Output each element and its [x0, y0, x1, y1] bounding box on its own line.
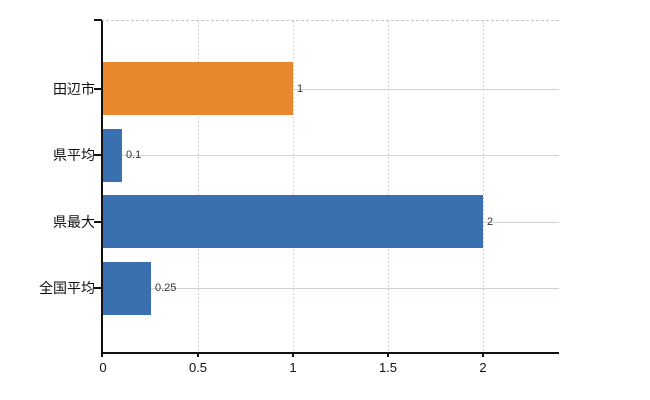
- category-label: 県平均: [53, 147, 95, 163]
- x-gridline: [293, 21, 294, 352]
- y-tick-mark: [94, 88, 102, 90]
- x-tick-mark: [197, 352, 199, 357]
- x-tick-label: 0: [99, 360, 107, 375]
- x-tick-label: 0.5: [188, 360, 208, 375]
- x-tick-mark: [387, 352, 389, 357]
- row-gridline: [103, 288, 559, 289]
- bar: [103, 262, 151, 315]
- x-tick-mark: [482, 352, 484, 357]
- x-tick-label: 2: [479, 360, 487, 375]
- value-label: 0.1: [126, 149, 142, 161]
- value-label: 0.25: [155, 282, 177, 294]
- x-gridline: [483, 21, 484, 352]
- x-tick-mark: [292, 352, 294, 357]
- bar: [103, 195, 483, 248]
- x-gridline: [198, 21, 199, 352]
- bar: [103, 62, 293, 115]
- category-label: 全国平均: [39, 280, 95, 296]
- row-gridline: [103, 155, 559, 156]
- x-tick-mark: [101, 352, 103, 357]
- y-tick-mark: [94, 154, 102, 156]
- category-label: 田辺市: [53, 81, 95, 97]
- value-label: 2: [487, 216, 494, 228]
- bar: [103, 129, 122, 182]
- x-tick-label: 1.5: [378, 360, 398, 375]
- plot-area: 0 0.5 1 1.5 2 1 田辺市 0.1 県平均 2 県最大 0.25 全国平均: [39, 19, 559, 375]
- category-label: 県最大: [53, 214, 95, 230]
- y-axis-top-tick-mark: [94, 19, 102, 21]
- y-tick-mark: [94, 287, 102, 289]
- x-tick-label: 1: [289, 360, 297, 375]
- y-tick-mark: [94, 221, 102, 223]
- row-gridline: [103, 89, 559, 90]
- x-gridline: [388, 21, 389, 352]
- value-label: 1: [297, 83, 304, 95]
